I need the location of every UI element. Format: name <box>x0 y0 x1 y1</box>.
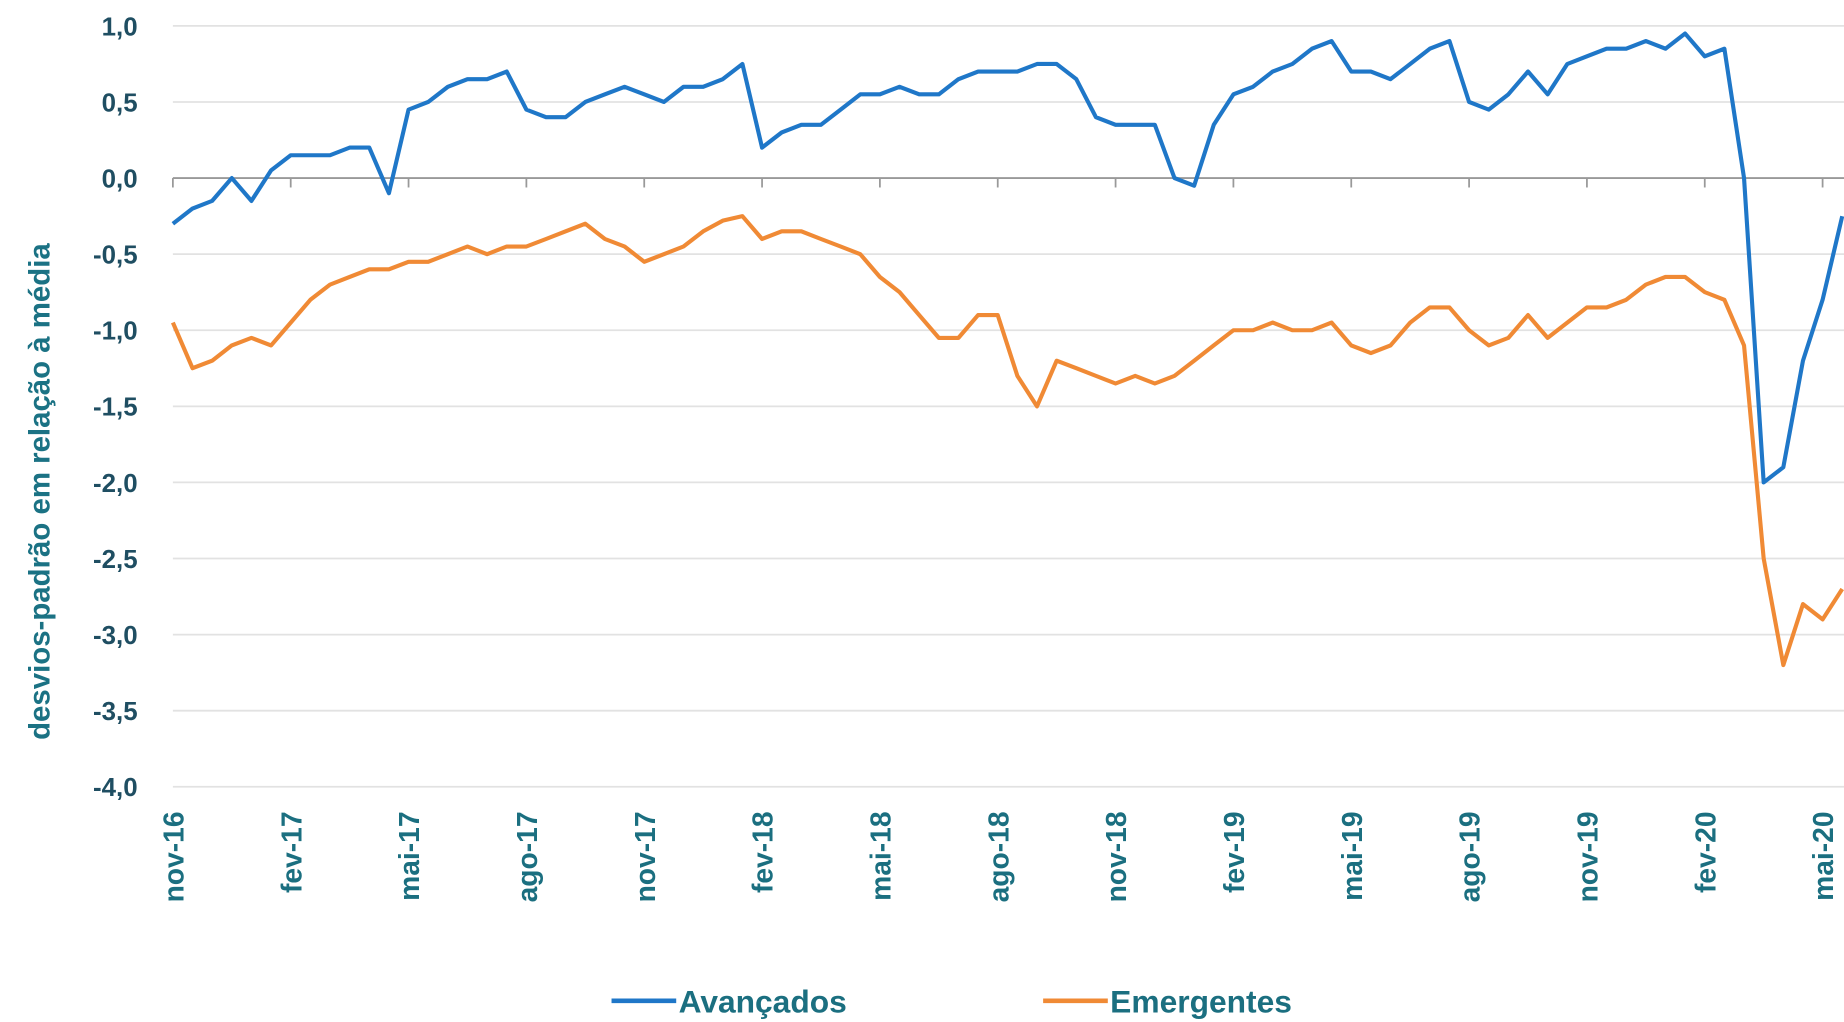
x-tick-label: fev-19 <box>1218 811 1250 893</box>
y-tick-label: -2,0 <box>93 470 138 498</box>
y-tick-label: -2,5 <box>93 546 138 574</box>
y-tick-label: -4,0 <box>93 774 138 802</box>
y-tick-label: 0,0 <box>102 165 138 193</box>
x-tick-label: ago-17 <box>511 811 543 902</box>
x-tick-label: fev-18 <box>747 811 779 893</box>
x-tick-label: nov-16 <box>157 811 189 902</box>
y-tick-label: 0,5 <box>102 89 138 117</box>
x-tick-label: ago-19 <box>1454 811 1486 902</box>
y-tick-label: -1,5 <box>93 394 138 422</box>
y-tick-label: -0,5 <box>93 242 138 270</box>
y-axis-label: desvios-padrão em relação à média <box>23 243 56 740</box>
x-tick-label: mai-17 <box>393 811 425 900</box>
y-tick-label: -3,5 <box>93 698 138 726</box>
x-tick-label: nov-18 <box>1100 811 1132 902</box>
line-series <box>171 31 1844 485</box>
x-tick-label: mai-19 <box>1336 811 1368 900</box>
line-series <box>170 214 1844 668</box>
y-tick-label: 1,0 <box>102 13 138 41</box>
x-tick-label: fev-20 <box>1689 811 1721 893</box>
y-tick-label: -3,0 <box>93 622 138 650</box>
x-tick-label: mai-20 <box>1807 811 1839 900</box>
x-tick-label: nov-19 <box>1572 811 1604 902</box>
x-tick-label: nov-17 <box>629 811 661 902</box>
legend-label: Avançados <box>679 984 847 1020</box>
y-tick-label: -1,0 <box>93 318 138 346</box>
x-tick-label: ago-18 <box>982 811 1014 902</box>
x-tick-label: mai-18 <box>864 811 896 900</box>
x-tick-label: fev-17 <box>275 811 307 893</box>
legend-label: Emergentes <box>1110 984 1292 1020</box>
